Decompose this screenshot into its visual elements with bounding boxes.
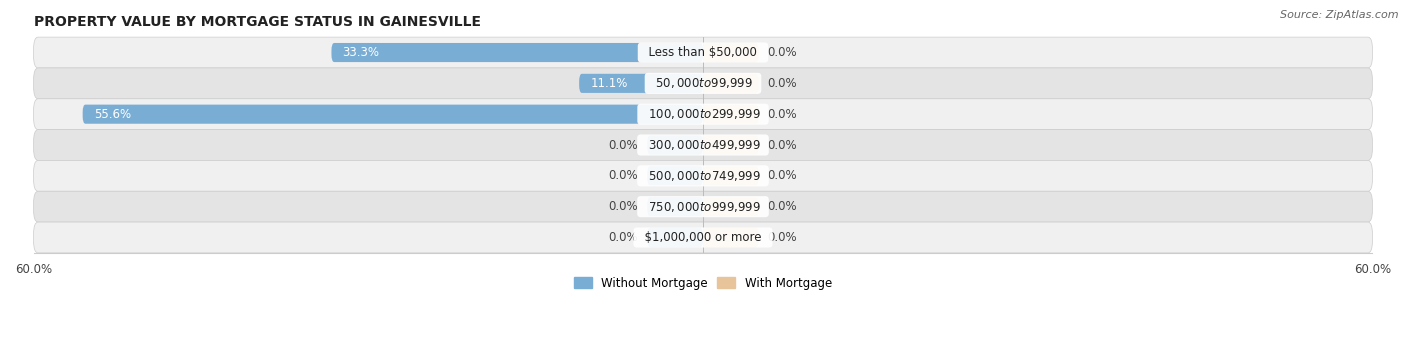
FancyBboxPatch shape [647, 135, 703, 155]
Text: Less than $50,000: Less than $50,000 [641, 46, 765, 59]
FancyBboxPatch shape [332, 43, 703, 62]
FancyBboxPatch shape [703, 197, 759, 216]
FancyBboxPatch shape [647, 166, 703, 185]
FancyBboxPatch shape [703, 135, 759, 155]
Text: 0.0%: 0.0% [609, 169, 638, 182]
Text: $750,000 to $999,999: $750,000 to $999,999 [641, 200, 765, 214]
Text: $50,000 to $99,999: $50,000 to $99,999 [648, 76, 758, 90]
Text: 0.0%: 0.0% [768, 200, 797, 213]
Legend: Without Mortgage, With Mortgage: Without Mortgage, With Mortgage [569, 272, 837, 294]
FancyBboxPatch shape [34, 99, 1372, 130]
FancyBboxPatch shape [34, 130, 1372, 160]
FancyBboxPatch shape [34, 222, 1372, 253]
Text: $100,000 to $299,999: $100,000 to $299,999 [641, 107, 765, 121]
FancyBboxPatch shape [703, 105, 759, 124]
Text: 0.0%: 0.0% [768, 108, 797, 121]
FancyBboxPatch shape [83, 105, 703, 124]
FancyBboxPatch shape [703, 74, 759, 93]
Text: 33.3%: 33.3% [343, 46, 380, 59]
Text: 0.0%: 0.0% [768, 77, 797, 90]
Text: 0.0%: 0.0% [609, 200, 638, 213]
Text: 0.0%: 0.0% [609, 138, 638, 152]
FancyBboxPatch shape [34, 37, 1372, 68]
FancyBboxPatch shape [703, 43, 759, 62]
FancyBboxPatch shape [647, 228, 703, 247]
Text: $1,000,000 or more: $1,000,000 or more [637, 231, 769, 244]
FancyBboxPatch shape [579, 74, 703, 93]
Text: 0.0%: 0.0% [768, 169, 797, 182]
FancyBboxPatch shape [647, 197, 703, 216]
Text: $300,000 to $499,999: $300,000 to $499,999 [641, 138, 765, 152]
FancyBboxPatch shape [703, 228, 759, 247]
FancyBboxPatch shape [34, 160, 1372, 191]
Text: 0.0%: 0.0% [768, 231, 797, 244]
Text: 0.0%: 0.0% [768, 138, 797, 152]
FancyBboxPatch shape [703, 166, 759, 185]
Text: $500,000 to $749,999: $500,000 to $749,999 [641, 169, 765, 183]
Text: PROPERTY VALUE BY MORTGAGE STATUS IN GAINESVILLE: PROPERTY VALUE BY MORTGAGE STATUS IN GAI… [34, 15, 481, 29]
FancyBboxPatch shape [34, 68, 1372, 99]
FancyBboxPatch shape [34, 191, 1372, 222]
Text: 11.1%: 11.1% [591, 77, 627, 90]
Text: 0.0%: 0.0% [768, 46, 797, 59]
Text: Source: ZipAtlas.com: Source: ZipAtlas.com [1281, 10, 1399, 20]
Text: 55.6%: 55.6% [94, 108, 131, 121]
Text: 0.0%: 0.0% [609, 231, 638, 244]
